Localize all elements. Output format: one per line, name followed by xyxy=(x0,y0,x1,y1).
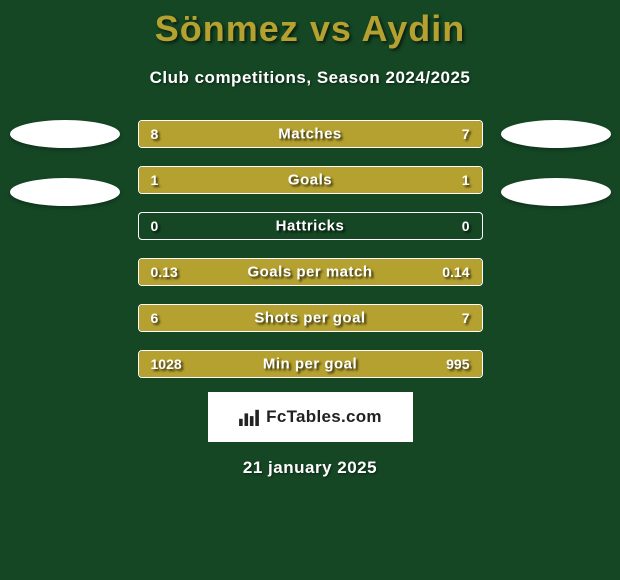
brand-text: FcTables.com xyxy=(266,407,382,427)
brand-badge: FcTables.com xyxy=(208,392,413,442)
player-photo-placeholder xyxy=(10,120,120,148)
stat-value-left: 1 xyxy=(151,172,159,188)
stat-value-left: 8 xyxy=(151,126,159,142)
stat-row: 8 7 Matches xyxy=(138,120,483,148)
stat-value-right: 0 xyxy=(462,218,470,234)
stat-value-right: 0.14 xyxy=(442,264,469,280)
stat-row: 1 1 Goals xyxy=(138,166,483,194)
stat-value-left: 0 xyxy=(151,218,159,234)
stat-value-left: 6 xyxy=(151,310,159,326)
stat-fill-right xyxy=(310,167,482,193)
stat-value-right: 7 xyxy=(462,126,470,142)
stat-label: Hattricks xyxy=(276,218,345,235)
stat-row: 6 7 Shots per goal xyxy=(138,304,483,332)
page-title: Sönmez vs Aydin xyxy=(0,8,620,50)
comparison-card: Sönmez vs Aydin Club competitions, Seaso… xyxy=(0,0,620,478)
bar-chart-icon xyxy=(238,408,260,426)
stat-label: Matches xyxy=(278,126,342,143)
stat-value-left: 1028 xyxy=(151,356,182,372)
stat-label: Goals per match xyxy=(247,264,372,281)
footer-date: 21 january 2025 xyxy=(0,458,620,478)
stat-row: 0.13 0.14 Goals per match xyxy=(138,258,483,286)
stat-label: Shots per goal xyxy=(254,310,365,327)
stat-value-right: 995 xyxy=(446,356,469,372)
player-photo-placeholder xyxy=(501,120,611,148)
comparison-body: 8 7 Matches 1 1 Goals 0 0 Hattricks 0.13 0.14 Goals… xyxy=(0,120,620,378)
team-logo-placeholder xyxy=(10,178,120,206)
stat-label: Goals xyxy=(288,172,332,189)
stat-fill-left xyxy=(139,167,311,193)
left-player-col xyxy=(10,120,120,206)
right-player-col xyxy=(501,120,611,206)
stat-fill-right xyxy=(320,121,481,147)
stat-label: Min per goal xyxy=(263,356,357,373)
subtitle: Club competitions, Season 2024/2025 xyxy=(0,68,620,88)
stat-value-right: 1 xyxy=(462,172,470,188)
stat-row: 0 0 Hattricks xyxy=(138,212,483,240)
team-logo-placeholder xyxy=(501,178,611,206)
stat-row: 1028 995 Min per goal xyxy=(138,350,483,378)
stat-bars: 8 7 Matches 1 1 Goals 0 0 Hattricks 0.13 0.14 Goals… xyxy=(138,120,483,378)
stat-value-right: 7 xyxy=(462,310,470,326)
stat-value-left: 0.13 xyxy=(151,264,178,280)
